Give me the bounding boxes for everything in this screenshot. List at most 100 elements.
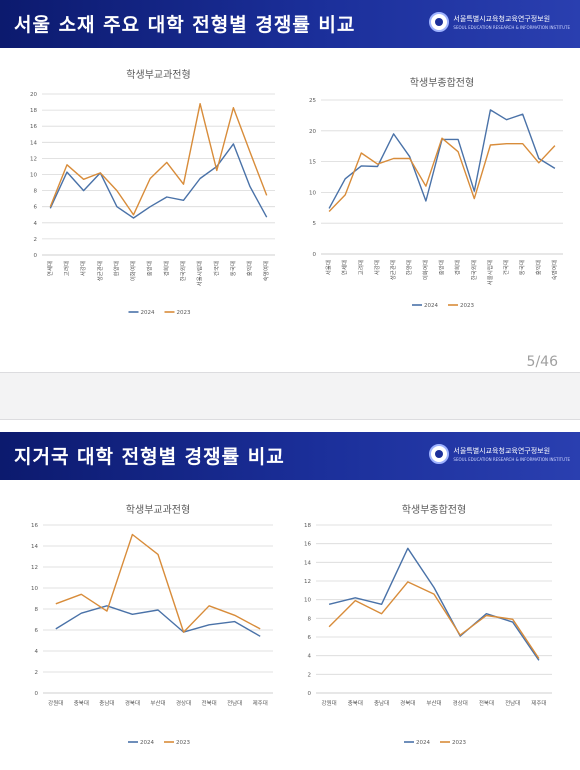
series-line-2023	[55, 533, 261, 633]
y-tick-label: 12	[30, 156, 37, 162]
org-brand: 서울특별시교육청교육연구정보원 SEOUL EDUCATION RESEARCH…	[429, 12, 570, 32]
legend-label: 2023	[452, 740, 466, 746]
x-tick-label: 중앙대	[438, 260, 446, 275]
y-tick-label: 4	[35, 649, 39, 655]
y-tick-label: 15	[309, 160, 316, 166]
y-tick-label: 12	[31, 565, 38, 571]
x-tick-label: 제주대	[253, 699, 268, 707]
x-tick-label: 홍익대	[246, 261, 254, 276]
x-tick-label: 서울대	[325, 260, 333, 275]
y-tick-label: 25	[309, 98, 316, 104]
chart-regional-jonghap: 학생부종합전형 0 2 4 6 8 10 12 14 16 18 강원대 충북대 충남대 경북대 부산대 경상대…	[304, 504, 552, 746]
x-tick-label: 연세대	[46, 261, 54, 276]
legend-label: 2024	[141, 310, 155, 316]
y-tick-label: 14	[31, 544, 38, 550]
x-tick-label: 부산대	[150, 699, 165, 707]
org-name: 서울특별시교육청교육연구정보원	[453, 447, 551, 455]
x-tick-label: 부산대	[426, 699, 441, 707]
y-tick-label: 2	[308, 672, 312, 678]
x-tick-label: 경희대	[454, 260, 462, 275]
series-line-2024	[49, 143, 268, 219]
y-tick-label: 18	[30, 108, 37, 114]
y-tick-label: 10	[309, 190, 316, 196]
y-tick-label: 8	[35, 607, 39, 613]
chart-seoul-gyogwa: 학생부교과전형 0 2 4 6 8 10 12 14 16 18 20 연세대 고려대 서강대 성균관대 한양대…	[30, 69, 275, 316]
y-tick-label: 6	[35, 628, 39, 634]
y-tick-label: 12	[304, 579, 311, 585]
x-tick-label: 서울시립대	[486, 260, 494, 285]
chart-regional-gyogwa: 학생부교과전형 0 2 4 6 8 10 12 14 16 강원대 충북대 충남대 경북대 부산대 경상대 전북…	[31, 504, 273, 746]
x-tick-label: 성균관대	[389, 260, 397, 280]
org-name: 서울특별시교육청교육연구정보원	[453, 15, 551, 23]
y-tick-label: 20	[30, 92, 37, 98]
x-tick-label: 경상대	[453, 699, 468, 707]
x-tick-label: 숙명여대	[550, 260, 558, 280]
org-brand: 서울특별시교육청교육연구정보원 SEOUL EDUCATION RESEARCH…	[429, 444, 570, 464]
slide-regional: 지거국 대학 전형별 경쟁률 비교 서울특별시교육청교육연구정보원 SEOUL …	[0, 420, 580, 770]
x-tick-label: 충북대	[348, 699, 363, 707]
x-tick-label: 동국대	[229, 261, 237, 276]
x-tick-label: 강원대	[48, 699, 63, 707]
org-name-en: SEOUL EDUCATION RESEARCH & INFORMATION I…	[453, 457, 570, 462]
y-tick-label: 2	[34, 237, 38, 243]
x-tick-label: 전북대	[479, 699, 494, 707]
slide-title: 서울 소재 주요 대학 전형별 경쟁률 비교	[14, 14, 356, 36]
slide-title: 지거국 대학 전형별 경쟁률 비교	[14, 446, 285, 468]
y-tick-label: 6	[34, 205, 38, 211]
chart-seoul-jonghap: 학생부종합전형 0 5 10 15 20 25 서울대 연세대 고려대 서강대 성균관대 한양대 이화여대…	[309, 77, 563, 309]
y-tick-label: 6	[308, 635, 312, 641]
x-tick-label: 건국대	[212, 261, 220, 276]
y-tick-label: 20	[309, 129, 316, 135]
org-logo-icon	[429, 444, 450, 464]
chart-title: 학생부종합전형	[402, 504, 466, 516]
x-tick-label: 서울시립대	[196, 261, 204, 286]
org-name-en: SEOUL EDUCATION RESEARCH & INFORMATION I…	[453, 25, 570, 30]
legend-label: 2023	[460, 303, 474, 309]
x-tick-label: 서강대	[373, 260, 381, 275]
x-tick-label: 성균관대	[96, 261, 104, 281]
slide-seoul: 서울 소재 주요 대학 전형별 경쟁률 비교 서울특별시교육청교육연구정보원 S…	[0, 0, 580, 372]
y-tick-label: 8	[308, 616, 312, 622]
chart-title: 학생부교과전형	[126, 69, 190, 81]
x-tick-label: 연세대	[341, 260, 349, 275]
page-number: 5/46	[526, 354, 558, 370]
x-tick-label: 경북대	[400, 699, 415, 707]
x-tick-label: 전남대	[505, 699, 520, 707]
x-tick-label: 충북대	[74, 699, 89, 707]
x-tick-label: 건국대	[502, 260, 510, 275]
x-tick-label: 경상대	[176, 699, 191, 707]
x-tick-label: 전남대	[227, 699, 242, 707]
series-line-2023	[328, 581, 540, 659]
slide-header: 지거국 대학 전형별 경쟁률 비교 서울특별시교육청교육연구정보원 SEOUL …	[0, 432, 580, 480]
y-tick-label: 2	[35, 670, 39, 676]
chart-title: 학생부교과전형	[126, 504, 190, 516]
y-tick-label: 10	[31, 586, 38, 592]
x-tick-label: 제주대	[531, 699, 546, 707]
y-tick-label: 0	[35, 691, 39, 697]
y-tick-label: 10	[30, 173, 37, 179]
x-tick-label: 고려대	[357, 260, 365, 275]
x-tick-label: 동국대	[518, 260, 526, 275]
y-tick-label: 18	[304, 523, 311, 529]
legend-label: 2024	[424, 303, 438, 309]
y-tick-label: 4	[34, 221, 38, 227]
x-tick-label: 한양대	[112, 261, 120, 276]
legend-label: 2024	[416, 740, 430, 746]
series-line-2023	[49, 103, 268, 216]
y-tick-label: 0	[308, 691, 312, 697]
y-tick-label: 16	[31, 523, 38, 529]
legend-label: 2024	[140, 740, 154, 746]
slide-separator	[0, 372, 580, 420]
x-tick-label: 경북대	[125, 699, 140, 707]
x-tick-label: 전북대	[202, 699, 217, 707]
y-tick-label: 5	[313, 221, 317, 227]
series-line-2023	[328, 137, 556, 212]
y-tick-label: 16	[304, 542, 311, 548]
series-line-2024	[328, 547, 540, 661]
y-tick-label: 10	[304, 598, 311, 604]
series-line-2024	[55, 605, 261, 637]
y-tick-label: 16	[30, 124, 37, 130]
x-tick-label: 충남대	[99, 699, 114, 707]
x-tick-label: 충남대	[374, 699, 389, 707]
x-tick-label: 이화여대	[129, 261, 137, 281]
